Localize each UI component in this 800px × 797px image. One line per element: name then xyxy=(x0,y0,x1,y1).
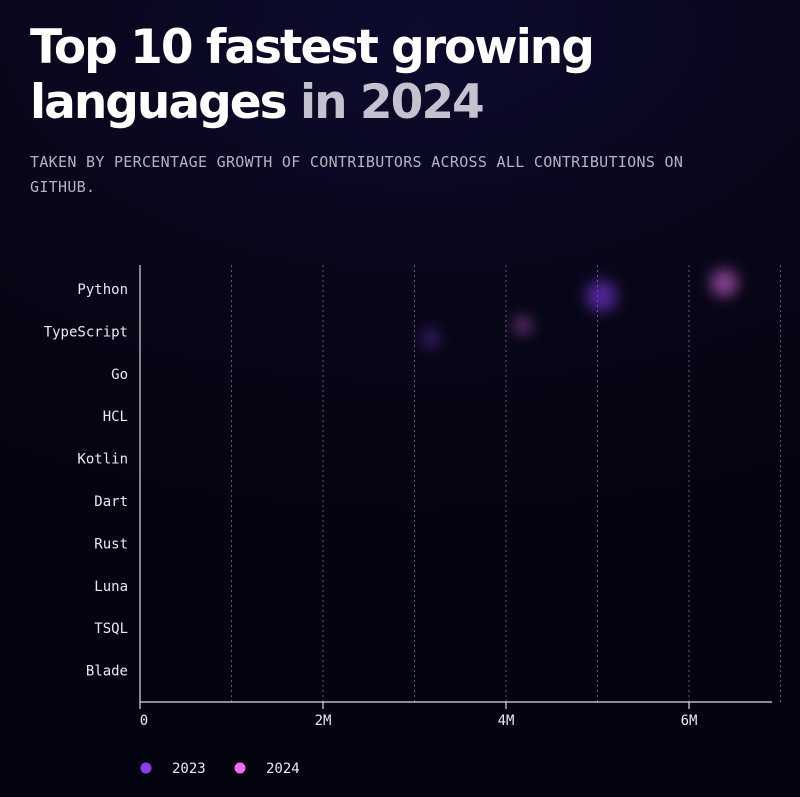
category-labels: Python TypeScript Go HCL Kotlin Dart Rust Luna T… xyxy=(44,282,128,680)
category-label-tsql: TSQL xyxy=(94,621,128,637)
legend-label-2023: 2023 xyxy=(172,761,206,777)
title-line-2: languages in 2024 xyxy=(30,75,770,130)
category-label-rust: Rust xyxy=(94,536,128,552)
chart-subtitle: TAKEN BY PERCENTAGE GROWTH OF CONTRIBUTO… xyxy=(30,153,684,196)
x-tick-label: 6M xyxy=(681,713,698,729)
chart-title: Top 10 fastest growing languages in 2024 xyxy=(30,20,770,130)
title-languages: languages xyxy=(30,75,288,130)
category-label-python: Python xyxy=(77,282,128,298)
grid-lines xyxy=(231,265,781,702)
title-line-1: Top 10 fastest growing xyxy=(30,20,595,75)
legend: 2023 2024 xyxy=(140,761,300,777)
x-tick-label: 4M xyxy=(498,713,515,729)
bars xyxy=(140,279,735,682)
category-label-go: Go xyxy=(111,367,128,383)
category-label-blade: Blade xyxy=(86,664,128,680)
category-label-dart: Dart xyxy=(94,494,128,510)
legend-swatch-2024 xyxy=(234,762,246,774)
category-label-luna: Luna xyxy=(94,579,128,595)
title-year: in 2024 xyxy=(299,75,485,130)
legend-label-2024: 2024 xyxy=(266,761,300,777)
x-tick-label: 0 xyxy=(140,713,148,729)
category-label-typescript: TypeScript xyxy=(44,324,128,340)
category-label-kotlin: Kotlin xyxy=(77,452,128,468)
axes: 0 2M 4M 6M xyxy=(139,265,772,729)
x-tick-label: 2M xyxy=(315,713,332,729)
legend-swatch-2023 xyxy=(140,762,152,774)
category-label-hcl: HCL xyxy=(103,409,128,425)
